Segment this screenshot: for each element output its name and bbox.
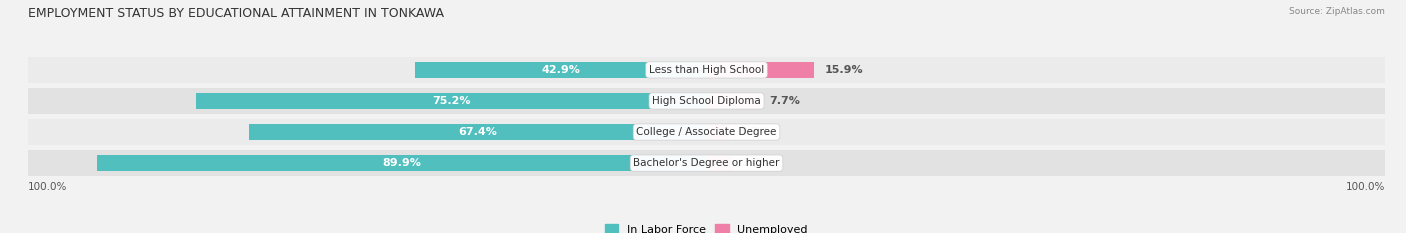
Text: 3.6%: 3.6%	[741, 158, 772, 168]
Bar	[28, 57, 1385, 83]
Text: 100.0%: 100.0%	[1346, 182, 1385, 192]
Bar	[416, 62, 707, 78]
Text: 75.2%: 75.2%	[432, 96, 471, 106]
Bar	[28, 88, 1385, 114]
Text: Bachelor's Degree or higher: Bachelor's Degree or higher	[633, 158, 780, 168]
Text: High School Diploma: High School Diploma	[652, 96, 761, 106]
Bar	[249, 124, 707, 140]
Text: 3.3%: 3.3%	[740, 127, 769, 137]
Bar	[707, 124, 728, 140]
Bar	[28, 119, 1385, 145]
Text: 67.4%: 67.4%	[458, 127, 498, 137]
Text: College / Associate Degree: College / Associate Degree	[637, 127, 776, 137]
Bar	[197, 93, 707, 109]
Bar	[707, 62, 814, 78]
Text: 7.7%: 7.7%	[769, 96, 800, 106]
Bar	[707, 93, 759, 109]
Text: Less than High School: Less than High School	[650, 65, 763, 75]
Bar	[28, 150, 1385, 176]
Text: EMPLOYMENT STATUS BY EDUCATIONAL ATTAINMENT IN TONKAWA: EMPLOYMENT STATUS BY EDUCATIONAL ATTAINM…	[28, 7, 444, 20]
Text: 89.9%: 89.9%	[382, 158, 420, 168]
Text: 42.9%: 42.9%	[541, 65, 581, 75]
Text: Source: ZipAtlas.com: Source: ZipAtlas.com	[1289, 7, 1385, 16]
Text: 15.9%: 15.9%	[824, 65, 863, 75]
Bar	[707, 155, 731, 171]
Bar	[97, 155, 707, 171]
Text: 100.0%: 100.0%	[28, 182, 67, 192]
Legend: In Labor Force, Unemployed: In Labor Force, Unemployed	[605, 224, 808, 233]
